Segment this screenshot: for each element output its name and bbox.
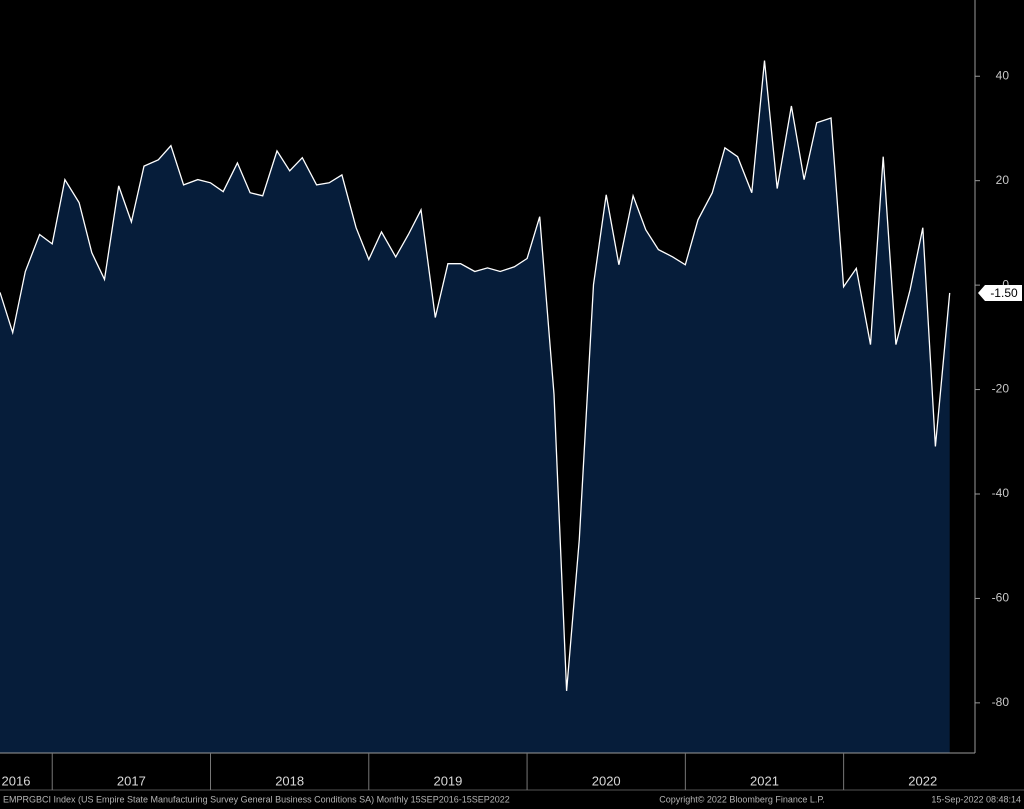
plot-area	[0, 60, 951, 754]
x-tick-label: 2019	[433, 773, 462, 788]
y-tick-label: -20	[992, 382, 1010, 396]
area-fill	[0, 60, 950, 754]
y-tick-label: 40	[996, 68, 1010, 82]
y-tick-label: -60	[992, 591, 1010, 605]
last-value-label: -1.50	[990, 286, 1018, 300]
x-tick-label: 2018	[275, 773, 304, 788]
x-tick-label: 2022	[908, 773, 937, 788]
last-value-marker	[978, 284, 1022, 301]
footer-left: EMPRGBCI Index (US Empire State Manufact…	[3, 794, 510, 804]
footer-right: 15-Sep-2022 08:48:14	[931, 794, 1021, 804]
x-tick-label: 2016	[2, 773, 31, 788]
y-tick-label: -40	[992, 486, 1010, 500]
series-line	[0, 60, 951, 691]
x-tick-label: 2021	[750, 773, 779, 788]
y-tick-label: -80	[992, 695, 1010, 709]
footer-center: Copyright© 2022 Bloomberg Finance L.P.	[659, 794, 825, 804]
x-tick-label: 2020	[592, 773, 621, 788]
y-tick-label: 0	[1002, 277, 1009, 291]
y-tick-label: 20	[996, 173, 1010, 187]
x-tick-label: 2017	[117, 773, 146, 788]
